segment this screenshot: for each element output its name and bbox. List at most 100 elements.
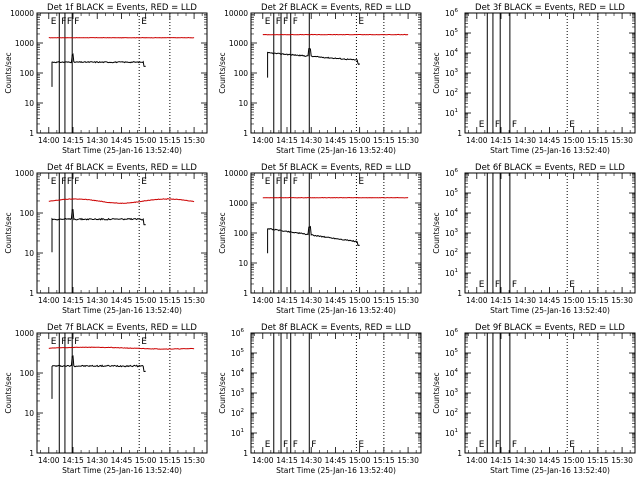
state-marker: F <box>74 17 79 27</box>
y-tick-exponent: 3 <box>455 388 459 394</box>
state-marker: F <box>61 17 66 27</box>
y-tick-label: 102 <box>445 408 458 418</box>
x-tick-label: 14:15 <box>276 136 298 145</box>
events-curve <box>267 48 361 78</box>
x-tick-label: 14:00 <box>38 296 60 305</box>
state-marker: E <box>51 17 57 27</box>
y-tick-label: 1000 <box>15 39 34 48</box>
state-marker: F <box>293 177 298 187</box>
state-marker: F <box>495 280 500 290</box>
x-tick-label: 14:45 <box>539 296 561 305</box>
x-tick-label: 14:15 <box>490 456 512 465</box>
detector-panel-9: Det 9f BLACK = Events, RED = LLD11011021… <box>432 323 636 475</box>
panel-title: Det 6f BLACK = Events, RED = LLD <box>475 163 625 173</box>
x-tick-label: 14:00 <box>466 296 488 305</box>
x-tick-label: 14:00 <box>252 456 274 465</box>
x-axis-label: Start Time (25-Jan-16 13:52:40) <box>62 306 182 315</box>
x-tick-label: 15:15 <box>159 456 181 465</box>
y-tick-label: 10000 <box>224 9 248 18</box>
state-marker: F <box>283 440 288 450</box>
state-marker: E <box>51 177 57 187</box>
y-tick-label: 1 <box>29 289 34 298</box>
y-axis-label: Counts/sec <box>4 212 13 253</box>
x-tick-label: 14:00 <box>252 136 274 145</box>
x-tick-label: 14:30 <box>300 136 322 145</box>
y-tick-label: 101 <box>445 108 458 118</box>
y-tick-exponent: 4 <box>241 368 245 374</box>
state-marker: F <box>293 17 298 27</box>
y-tick-label: 1000 <box>229 39 248 48</box>
state-marker: F <box>61 337 66 347</box>
y-tick-exponent: 1 <box>241 428 245 434</box>
state-marker: E <box>141 177 147 187</box>
panel-title: Det 9f BLACK = Events, RED = LLD <box>475 323 625 333</box>
state-marker: F <box>293 440 298 450</box>
lld-curve <box>48 346 195 350</box>
events-curve <box>267 225 360 254</box>
y-tick-label: 10 <box>24 99 34 108</box>
x-tick-label: 14:30 <box>86 296 108 305</box>
x-tick-label: 14:45 <box>539 136 561 145</box>
x-tick-label: 14:45 <box>539 456 561 465</box>
state-marker: F <box>74 177 79 187</box>
state-marker: E <box>265 440 271 450</box>
x-tick-label: 15:30 <box>397 296 419 305</box>
plot-frame <box>250 332 422 454</box>
x-tick-label: 15:00 <box>135 136 157 145</box>
y-tick-label: 104 <box>231 368 245 378</box>
state-marker: F <box>67 177 72 187</box>
x-axis-label: Start Time (25-Jan-16 13:52:40) <box>276 146 396 155</box>
panel-title: Det 1f BLACK = Events, RED = LLD <box>47 3 197 13</box>
events-curve <box>51 355 146 399</box>
x-tick-label: 14:00 <box>466 456 488 465</box>
x-tick-label: 15:00 <box>349 456 371 465</box>
y-tick-label: 105 <box>445 188 459 198</box>
events-curve <box>51 209 146 253</box>
y-tick-label: 1 <box>457 289 462 298</box>
x-tick-label: 15:00 <box>563 456 585 465</box>
y-axis-label: Counts/sec <box>4 52 13 93</box>
y-tick-exponent: 5 <box>455 348 459 354</box>
x-tick-label: 15:15 <box>587 296 609 305</box>
y-tick-label: 100 <box>20 369 35 378</box>
y-tick-label: 1 <box>29 129 34 138</box>
state-marker: E <box>569 120 575 130</box>
x-tick-label: 14:00 <box>38 456 60 465</box>
x-tick-label: 15:15 <box>159 136 181 145</box>
y-tick-label: 1 <box>243 449 248 458</box>
panel-title: Det 3f BLACK = Events, RED = LLD <box>475 3 625 13</box>
detector-panel-4: Det 4f BLACK = Events, RED = LLD 1 10 100 10… <box>4 163 208 315</box>
state-marker: E <box>141 17 147 27</box>
x-tick-label: 14:30 <box>514 296 536 305</box>
x-tick-label: 14:30 <box>86 456 108 465</box>
y-tick-label: 105 <box>445 348 459 358</box>
y-tick-label: 103 <box>445 68 459 78</box>
x-tick-label: 15:00 <box>349 136 371 145</box>
y-axis-label: Counts/sec <box>432 212 441 253</box>
state-marker: E <box>265 177 271 187</box>
panel-title: Det 4f BLACK = Events, RED = LLD <box>47 163 197 173</box>
y-tick-label: 10 <box>238 99 248 108</box>
detector-panel-1: Det 1f BLACK = Events, RED = LLD 1 10 100 10… <box>4 3 208 155</box>
x-tick-label: 14:00 <box>252 296 274 305</box>
y-tick-label: 1 <box>243 129 248 138</box>
state-marker: F <box>311 440 316 450</box>
state-marker: E <box>141 337 147 347</box>
y-tick-label: 101 <box>231 428 244 438</box>
state-marker: F <box>495 120 500 130</box>
y-tick-exponent: 3 <box>241 388 245 394</box>
y-tick-exponent: 1 <box>455 428 459 434</box>
events-curve <box>51 53 146 87</box>
y-tick-label: 100 <box>20 69 35 78</box>
y-tick-label: 100 <box>234 69 249 78</box>
state-marker: F <box>276 17 281 27</box>
y-tick-exponent: 4 <box>455 48 459 54</box>
y-tick-label: 1 <box>457 449 462 458</box>
x-tick-label: 15:30 <box>397 456 419 465</box>
y-tick-exponent: 1 <box>455 108 459 114</box>
y-tick-label: 102 <box>445 248 458 258</box>
x-tick-label: 15:15 <box>587 456 609 465</box>
state-marker: E <box>479 440 485 450</box>
y-tick-exponent: 6 <box>241 328 245 334</box>
